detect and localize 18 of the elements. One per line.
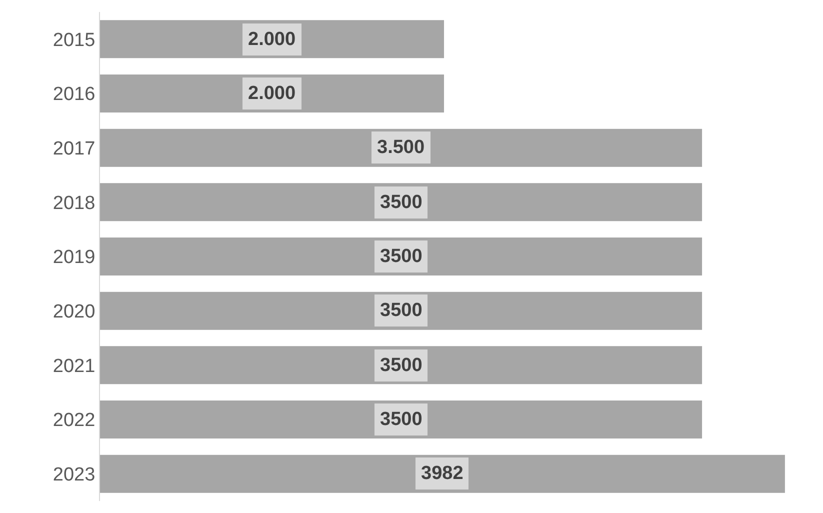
y-tick-label: 2022 xyxy=(52,410,96,432)
data-label: 3500 xyxy=(380,246,422,267)
y-tick-label: 2018 xyxy=(52,192,96,214)
data-label: 3500 xyxy=(380,355,422,376)
data-label: 3500 xyxy=(380,409,422,430)
y-tick-label: 2023 xyxy=(52,464,96,486)
data-label: 2.000 xyxy=(248,29,296,50)
y-tick-label: 2015 xyxy=(52,30,96,51)
y-tick-label: 2020 xyxy=(52,301,96,322)
data-label: 3500 xyxy=(380,300,422,321)
y-tick-label: 2017 xyxy=(52,138,96,160)
y-tick-label: 2019 xyxy=(52,247,96,268)
y-tick-label: 2016 xyxy=(52,84,96,106)
data-label: 2.000 xyxy=(248,83,296,104)
data-label: 3500 xyxy=(380,192,422,213)
data-label: 3.500 xyxy=(377,137,425,158)
data-label: 3982 xyxy=(421,463,464,484)
y-tick-label: 2021 xyxy=(52,356,96,377)
